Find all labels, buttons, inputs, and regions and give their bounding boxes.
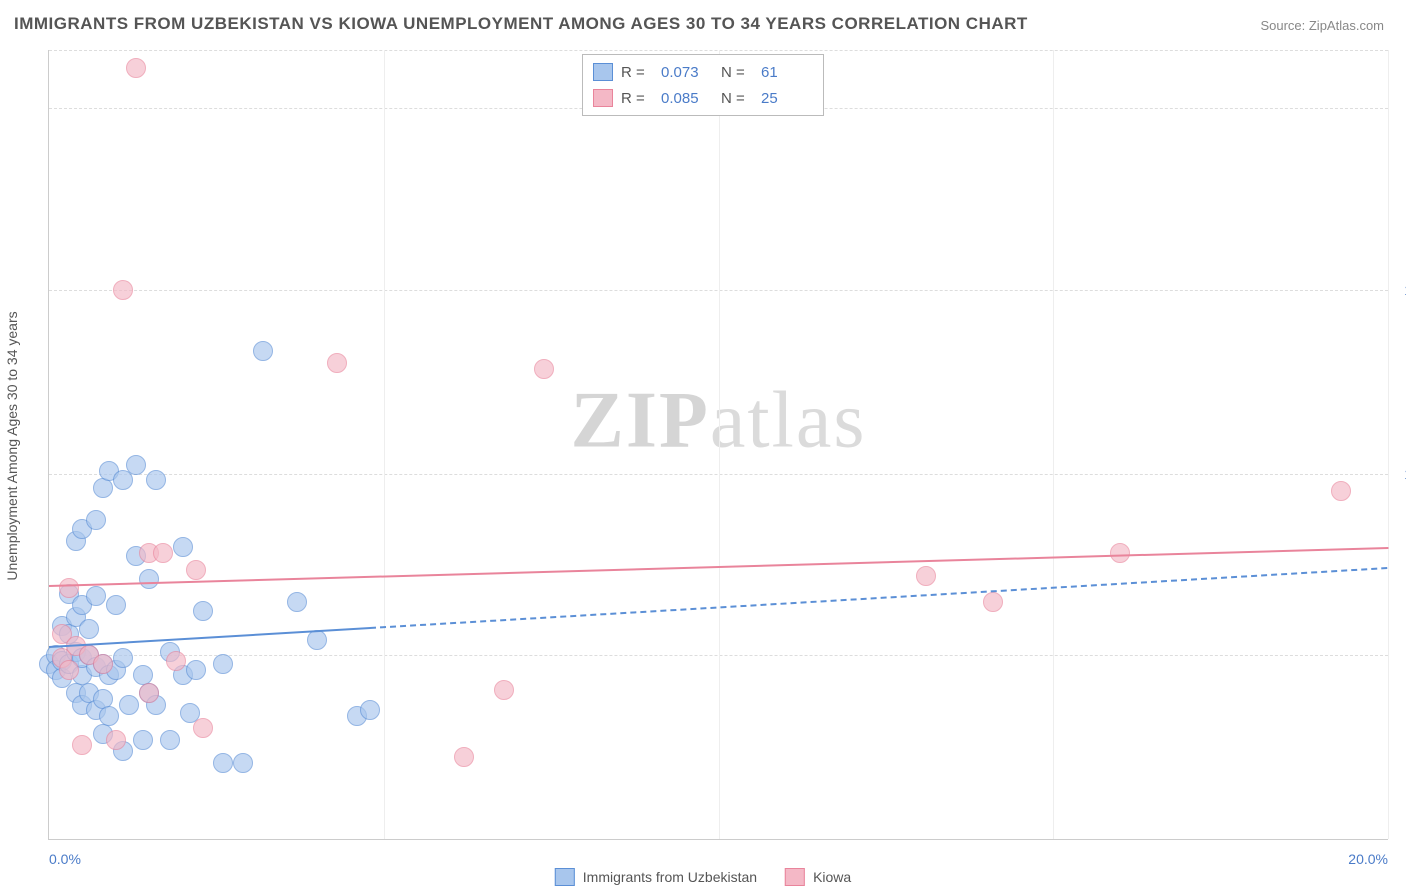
scatter-point — [213, 654, 233, 674]
scatter-point — [86, 586, 106, 606]
scatter-point — [213, 753, 233, 773]
legend-label: Immigrants from Uzbekistan — [583, 869, 757, 885]
x-tick-label: 20.0% — [1348, 851, 1388, 867]
scatter-point — [139, 683, 159, 703]
scatter-point — [454, 747, 474, 767]
scatter-point — [126, 58, 146, 78]
gridline-v — [719, 50, 720, 839]
trend-line — [370, 567, 1388, 629]
scatter-point — [1331, 481, 1351, 501]
series-legend: Immigrants from Uzbekistan Kiowa — [555, 868, 851, 886]
legend-swatch — [555, 868, 575, 886]
scatter-point — [126, 455, 146, 475]
scatter-point — [307, 630, 327, 650]
scatter-point — [93, 478, 113, 498]
scatter-point — [113, 648, 133, 668]
chart-container: IMMIGRANTS FROM UZBEKISTAN VS KIOWA UNEM… — [0, 0, 1406, 892]
scatter-point — [233, 753, 253, 773]
gridline-v — [384, 50, 385, 839]
scatter-point — [983, 592, 1003, 612]
gridline-v — [1388, 50, 1389, 839]
scatter-point — [86, 510, 106, 530]
legend-swatch — [593, 89, 613, 107]
scatter-point — [193, 601, 213, 621]
scatter-point — [534, 359, 554, 379]
scatter-point — [160, 730, 180, 750]
scatter-point — [327, 353, 347, 373]
scatter-point — [1110, 543, 1130, 563]
scatter-point — [113, 280, 133, 300]
scatter-point — [173, 537, 193, 557]
scatter-point — [93, 654, 113, 674]
plot-area: ZIPatlas 6.3%12.5%18.8%0.0%20.0% — [48, 50, 1388, 840]
scatter-point — [193, 718, 213, 738]
legend-row: R =0.085N =25 — [593, 85, 813, 111]
scatter-point — [79, 619, 99, 639]
legend-swatch — [593, 63, 613, 81]
scatter-point — [133, 730, 153, 750]
scatter-point — [253, 341, 273, 361]
correlation-legend: R =0.073N =61R =0.085N =25 — [582, 54, 824, 116]
scatter-point — [119, 695, 139, 715]
scatter-point — [166, 651, 186, 671]
legend-swatch — [785, 868, 805, 886]
scatter-point — [153, 543, 173, 563]
scatter-point — [139, 569, 159, 589]
chart-title: IMMIGRANTS FROM UZBEKISTAN VS KIOWA UNEM… — [14, 14, 1028, 34]
scatter-point — [186, 660, 206, 680]
scatter-point — [916, 566, 936, 586]
legend-row: R =0.073N =61 — [593, 59, 813, 85]
gridline-v — [1053, 50, 1054, 839]
scatter-point — [72, 735, 92, 755]
scatter-point — [106, 595, 126, 615]
scatter-point — [99, 706, 119, 726]
scatter-point — [360, 700, 380, 720]
y-axis-title: Unemployment Among Ages 30 to 34 years — [4, 311, 20, 580]
scatter-point — [494, 680, 514, 700]
scatter-point — [146, 470, 166, 490]
scatter-point — [106, 730, 126, 750]
x-tick-label: 0.0% — [49, 851, 81, 867]
source-label: Source: ZipAtlas.com — [1260, 18, 1384, 33]
legend-item: Immigrants from Uzbekistan — [555, 868, 757, 886]
scatter-point — [287, 592, 307, 612]
scatter-point — [186, 560, 206, 580]
legend-label: Kiowa — [813, 869, 851, 885]
legend-item: Kiowa — [785, 868, 851, 886]
scatter-point — [59, 660, 79, 680]
scatter-point — [59, 578, 79, 598]
